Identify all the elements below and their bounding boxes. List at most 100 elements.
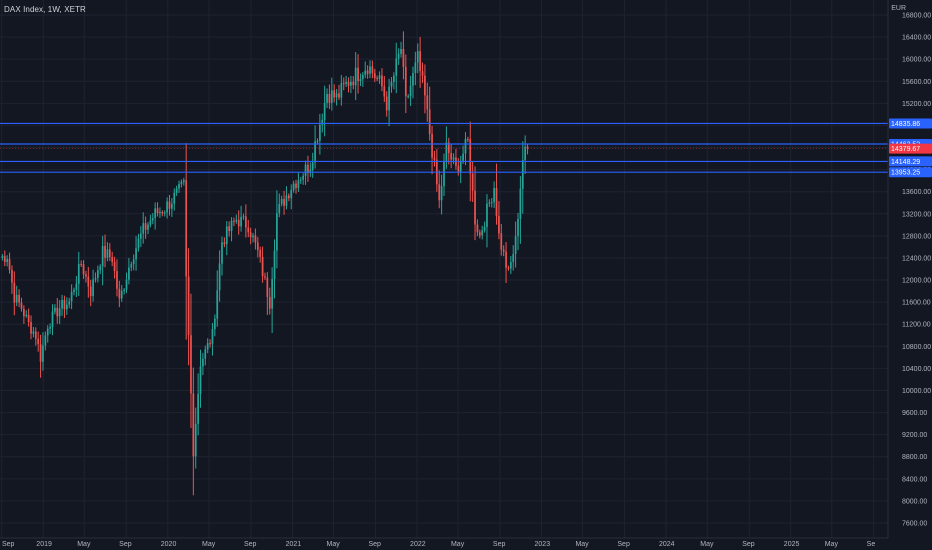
candle — [199, 349, 202, 408]
candle — [147, 222, 149, 235]
candle — [500, 223, 503, 256]
candle-body — [128, 267, 130, 280]
candle-body — [333, 90, 336, 98]
candle — [175, 185, 178, 197]
candle — [120, 284, 123, 302]
price-tick-label: 16800.00 — [902, 13, 931, 20]
price-tick-label: 11200.00 — [902, 322, 931, 329]
candle-body — [85, 274, 87, 277]
candle-body — [376, 78, 379, 80]
candle-body — [419, 51, 421, 72]
candle-body — [139, 233, 142, 239]
price-tick-label: 12000.00 — [902, 278, 931, 285]
candle — [116, 259, 118, 297]
candle — [474, 166, 476, 241]
time-tick-label: 2025 — [784, 541, 800, 548]
price-tick-label: 13200.00 — [902, 211, 931, 218]
candle — [159, 207, 161, 218]
candle-body — [517, 218, 519, 237]
candle-body — [283, 199, 285, 206]
candle-body — [87, 276, 90, 287]
candle-body — [393, 75, 395, 82]
candle-body — [46, 328, 49, 336]
candle — [15, 285, 18, 307]
candle-body — [211, 329, 214, 344]
candle-body — [500, 233, 503, 250]
candle — [1, 253, 4, 261]
candle-body — [426, 95, 429, 110]
price-axis[interactable]: 16800.00 16400.00 16000.00 15600.00 15200.00… — [887, 0, 931, 538]
candle-body — [340, 83, 343, 98]
candle — [276, 190, 278, 269]
candle — [378, 71, 381, 84]
candle — [34, 327, 37, 346]
candle — [268, 287, 271, 315]
candle — [187, 248, 190, 366]
price-tick-label: 8800.00 — [902, 454, 927, 461]
candle — [97, 265, 99, 283]
symbol-title[interactable]: DAX Index, 1W, XETR — [4, 5, 86, 14]
candle — [63, 295, 66, 319]
candle — [407, 94, 410, 99]
candle-body — [433, 157, 436, 160]
price-tick-label: 8400.00 — [902, 476, 927, 483]
currency-label: EUR — [891, 5, 906, 12]
candle-body — [292, 183, 295, 190]
candle — [421, 62, 424, 84]
candle — [87, 266, 90, 298]
candle-body — [194, 423, 197, 457]
candle-body — [268, 296, 271, 309]
candle-body — [481, 230, 484, 236]
candle — [254, 228, 257, 250]
candle-body — [249, 232, 252, 238]
candle-body — [438, 184, 441, 201]
candle — [512, 245, 515, 271]
candle — [185, 143, 188, 340]
candle-body — [94, 277, 97, 280]
candle — [490, 197, 493, 208]
candle — [235, 214, 238, 224]
candle-body — [221, 242, 223, 264]
time-tick-label: 2020 — [161, 541, 177, 548]
time-tick-label: May — [700, 541, 714, 548]
time-tick-label: May — [825, 541, 839, 548]
candle — [359, 73, 362, 87]
candle — [135, 236, 137, 271]
level-price-tag-text: 14835.86 — [891, 121, 920, 128]
candle — [123, 288, 125, 295]
candle-body — [521, 159, 524, 189]
candle-body — [242, 216, 245, 218]
candle-body — [206, 343, 209, 350]
candle-body — [502, 249, 505, 252]
price-tick-label: 7600.00 — [902, 521, 927, 528]
candle-body — [404, 66, 407, 97]
candle-body — [104, 245, 106, 258]
candle-body — [132, 259, 135, 265]
candle — [354, 52, 357, 101]
candle — [6, 255, 9, 267]
candle — [151, 213, 154, 225]
candle — [433, 150, 436, 167]
time-axis[interactable]: Sep 2019 May Sep 2020 May Sep 2021 May Sep 2022 May… — [0, 537, 888, 548]
candle-body — [471, 173, 474, 191]
price-tick-label: 9600.00 — [902, 410, 927, 417]
level-price-tag-bg — [889, 118, 932, 129]
candle — [400, 41, 402, 58]
candle — [46, 325, 49, 343]
candle — [237, 210, 240, 235]
candle — [168, 195, 171, 216]
candle — [502, 245, 505, 257]
price-tick-label: 15600.00 — [902, 79, 931, 86]
candle-body — [30, 322, 32, 334]
candle-body — [92, 279, 94, 297]
candle — [51, 304, 54, 336]
candle — [345, 75, 347, 87]
candle-body — [82, 264, 85, 275]
candle — [104, 234, 106, 268]
candle-body — [390, 81, 393, 87]
candle — [519, 176, 522, 244]
candle — [242, 213, 245, 220]
time-tick-label: May — [575, 541, 589, 548]
candle — [447, 137, 450, 165]
